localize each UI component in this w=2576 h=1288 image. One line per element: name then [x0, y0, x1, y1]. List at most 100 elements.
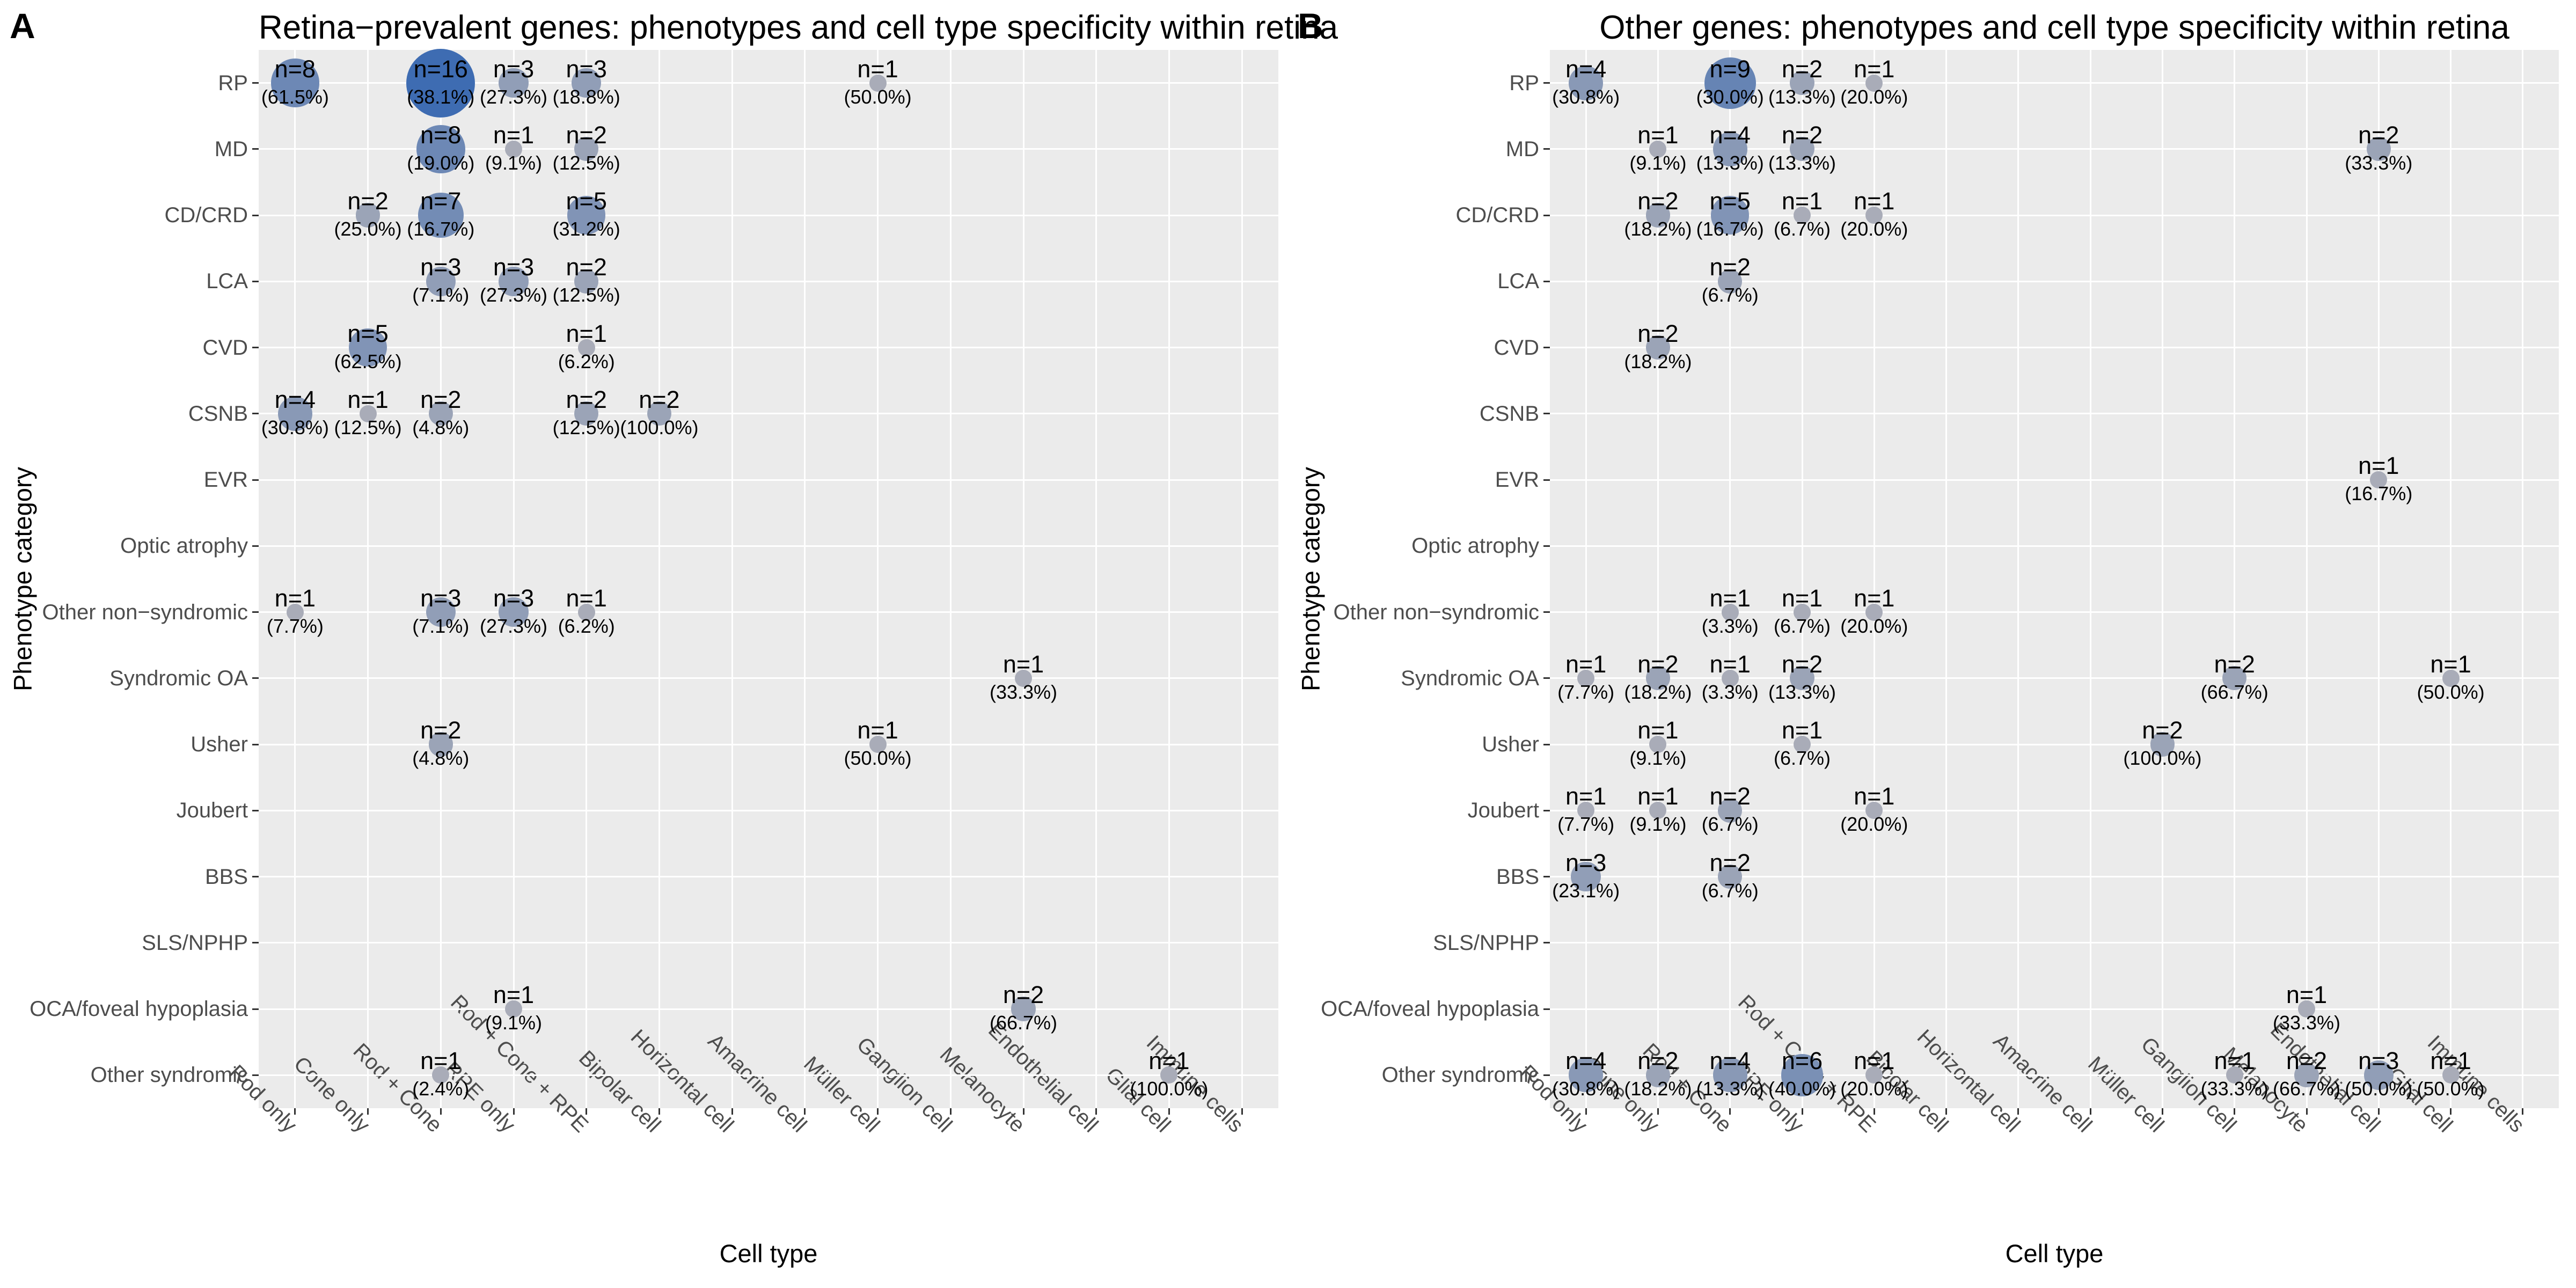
bubble-n-label: n=1	[1781, 584, 1823, 612]
y-gridline	[259, 347, 1278, 349]
bubble-pct-label: (7.1%)	[412, 614, 470, 637]
bubble	[1865, 603, 1883, 621]
plot-background	[259, 50, 1278, 1108]
x-gridline	[2089, 50, 2091, 1108]
bubble	[2370, 471, 2388, 489]
bubble	[348, 328, 387, 367]
bubble	[2442, 669, 2460, 687]
bubble-n-label: n=1	[857, 716, 898, 744]
bubble-n-label: n=1	[1709, 584, 1751, 612]
panel-label-b: B	[1298, 6, 1323, 46]
bubble-pct-label: (50.0%)	[2345, 1078, 2413, 1100]
x-gridline	[294, 50, 296, 1108]
y-gridline	[1550, 677, 2559, 679]
bubble	[1011, 997, 1036, 1021]
y-tick-label: Syndromic OA	[109, 666, 248, 690]
y-tick	[1543, 82, 1550, 84]
y-tick	[1543, 347, 1550, 349]
y-gridline	[259, 1008, 1278, 1010]
x-gridline	[1585, 50, 1587, 1108]
bubble-n-label: n=2	[566, 253, 607, 281]
bubble-pct-label: (30.0%)	[1696, 85, 1764, 108]
x-tick	[731, 1108, 733, 1115]
bubble-pct-label: (100.0%)	[620, 416, 699, 438]
y-tick-label: CD/CRD	[1455, 203, 1539, 228]
x-gridline	[949, 50, 952, 1108]
bubble-pct-label: (33.3%)	[989, 680, 1058, 703]
bubble-n-label: n=3	[1565, 848, 1607, 876]
bubble	[428, 401, 453, 426]
x-gridline	[2306, 50, 2308, 1108]
y-tick	[252, 280, 259, 282]
bubble-pct-label: (6.7%)	[1701, 813, 1759, 836]
x-gridline	[1873, 50, 1875, 1108]
panel-a-y-axis-title: Phenotype category	[8, 466, 37, 692]
bubble-n-label: n=2	[347, 187, 389, 215]
bubble	[1577, 802, 1595, 819]
bubble-pct-label: (18.2%)	[1624, 218, 1692, 240]
bubble	[428, 732, 453, 757]
y-gridline	[1550, 1074, 2559, 1076]
y-tick	[1543, 280, 1550, 282]
bubble	[2363, 1060, 2394, 1091]
bubble-pct-label: (3.3%)	[1701, 614, 1759, 637]
bubble-pct-label: (12.5%)	[334, 416, 402, 438]
x-tick	[804, 1108, 806, 1115]
x-tick	[1657, 1108, 1659, 1115]
bubble	[1790, 137, 1814, 162]
bubble	[1865, 207, 1883, 224]
y-gridline	[259, 82, 1278, 84]
bubble	[277, 396, 312, 431]
bubble-pct-label: (7.7%)	[1557, 813, 1615, 836]
x-gridline	[1095, 50, 1097, 1108]
bubble-pct-label: (18.2%)	[1624, 1078, 1692, 1100]
bubble-pct-label: (13.3%)	[1696, 1078, 1764, 1100]
bubble-pct-label: (9.1%)	[485, 1012, 543, 1034]
bubble	[499, 597, 529, 627]
bubble-pct-label: (27.3%)	[479, 85, 548, 108]
x-gridline	[2522, 50, 2524, 1108]
bubble	[647, 401, 672, 426]
x-gridline	[1945, 50, 1948, 1108]
bubble-pct-label: (6.7%)	[1773, 614, 1831, 637]
bubble	[270, 58, 320, 107]
x-tick	[2089, 1108, 2091, 1115]
bubble	[1718, 269, 1743, 294]
bubble	[355, 203, 380, 228]
bubble	[1713, 1058, 1747, 1093]
x-gridline	[2017, 50, 2019, 1108]
bubble-pct-label: (66.7%)	[2272, 1078, 2341, 1100]
y-tick	[1543, 876, 1550, 878]
bubble	[1721, 669, 1739, 687]
bubble	[1794, 736, 1811, 753]
bubble-n-label: n=4	[1709, 121, 1751, 149]
bubble	[1865, 74, 1883, 92]
bubble-n-label: n=1	[566, 584, 607, 612]
bubble-n-label: n=3	[420, 584, 462, 612]
bubble	[359, 405, 377, 422]
bubble-pct-label: (7.7%)	[266, 614, 324, 637]
y-gridline	[1550, 82, 2559, 84]
y-tick-label: Syndromic OA	[1401, 666, 1539, 690]
bubble-pct-label: (50.0%)	[844, 85, 912, 108]
y-gridline	[259, 743, 1278, 745]
x-gridline	[1168, 50, 1170, 1108]
bubble	[1569, 1058, 1604, 1093]
bubble-n-label: n=3	[493, 584, 535, 612]
bubble	[1645, 203, 1671, 228]
bubble-pct-label: (66.7%)	[989, 1012, 1058, 1034]
y-tick	[1543, 413, 1550, 415]
bubble-n-label: n=2	[2142, 716, 2183, 744]
bubble-pct-label: (100.0%)	[1130, 1078, 1209, 1100]
bubble-n-label: n=1	[1709, 650, 1751, 678]
bubble-pct-label: (4.8%)	[412, 416, 470, 438]
bubble	[499, 266, 529, 297]
bubble-n-label: n=2	[1637, 650, 1679, 678]
bubble-n-label: n=1	[1637, 782, 1679, 810]
y-gridline	[259, 677, 1278, 679]
bubble	[1794, 603, 1811, 621]
x-gridline	[586, 50, 588, 1108]
bubble	[574, 401, 599, 426]
y-tick	[1543, 1008, 1550, 1010]
y-gridline	[259, 214, 1278, 216]
